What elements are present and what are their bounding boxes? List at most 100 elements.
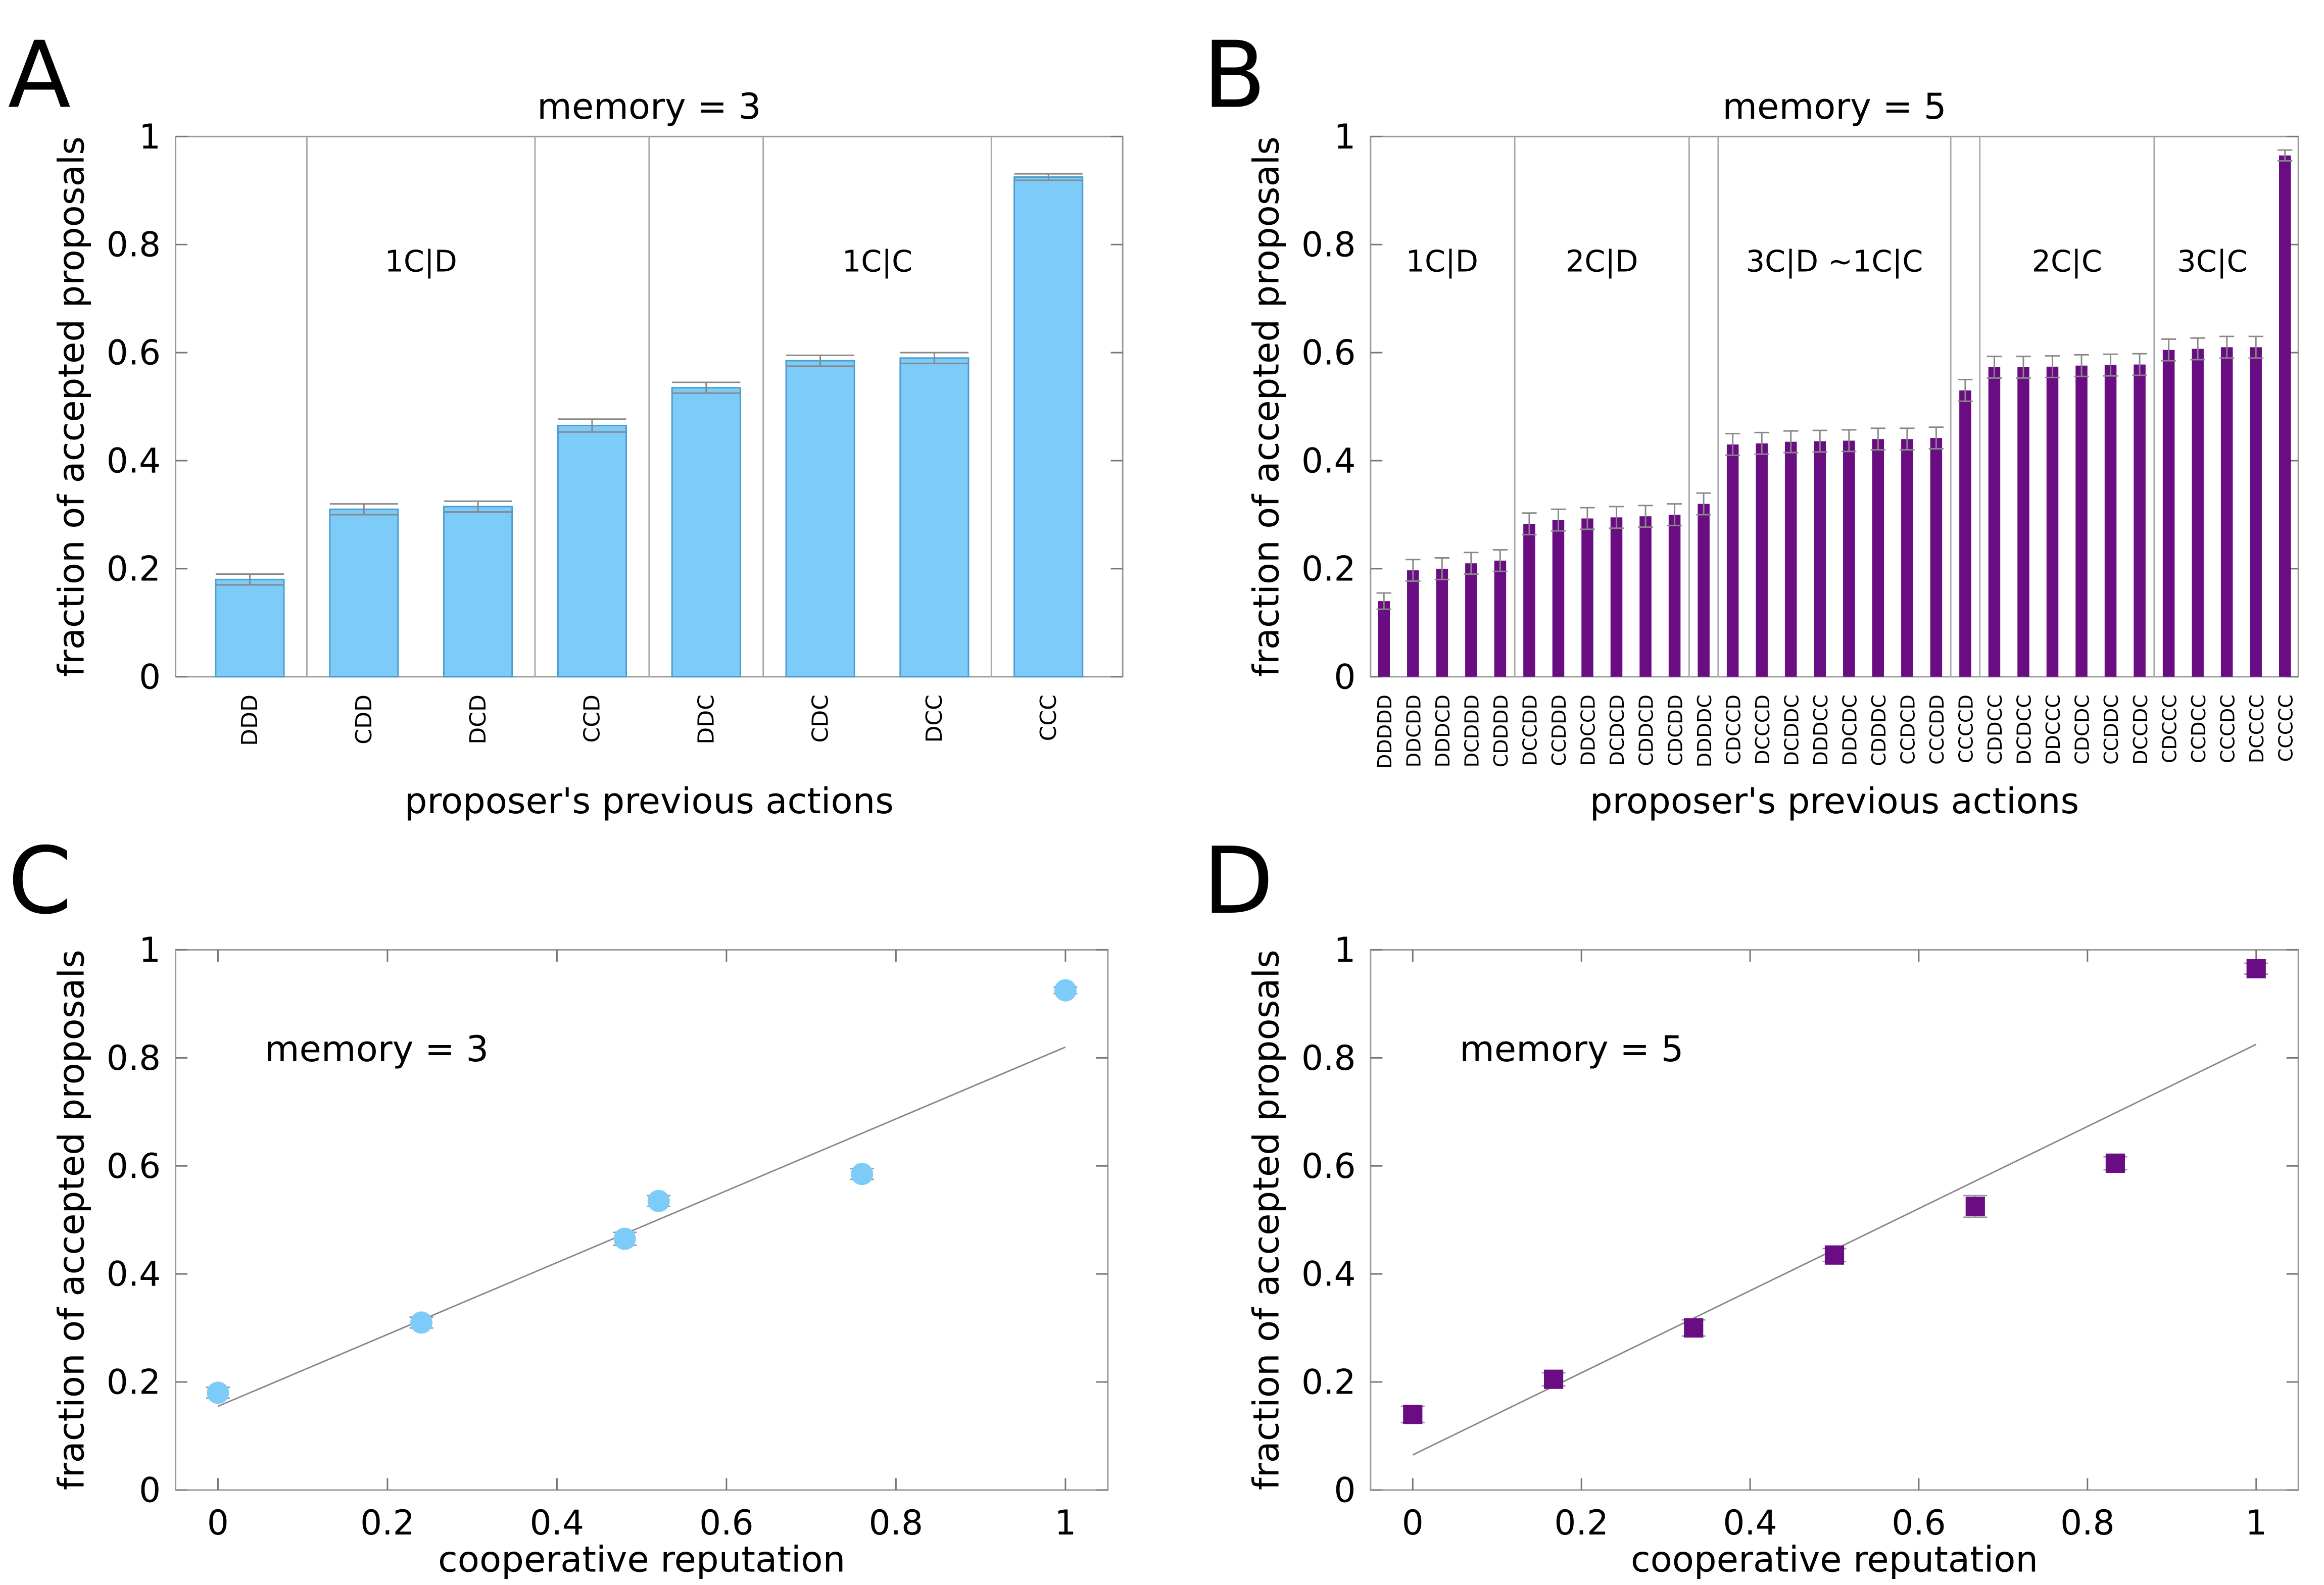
error-bar [2016,356,2031,379]
x-tick-label: DCDDC [1781,695,1803,766]
x-tick-label: 0.4 [1723,1503,1777,1543]
error-bar [1725,433,1740,456]
group-label: 1C|D [1406,244,1478,279]
x-tick-label: DCCCC [2246,695,2268,763]
error-bar [1754,431,1769,455]
y-tick-label: 1 [139,117,161,157]
y-tick-label: 0.4 [1301,1254,1355,1294]
error-bar [329,503,398,516]
y-tick-label: 0.4 [107,441,161,481]
point [1543,1369,1564,1389]
bar [2220,347,2233,677]
x-tick-label: CDCCD [1723,695,1745,765]
x-tick-label: DDC [693,695,719,745]
y-tick-label: 0.8 [107,1038,161,1078]
point [1054,979,1077,1002]
bar [1784,441,1797,677]
bar [1436,568,1448,677]
x-tick-label: CCCDD [1926,695,1949,765]
error-bar [1376,592,1391,610]
error-bar [2103,353,2118,377]
plot-frame [175,949,1109,1491]
plot-frame [1370,949,2299,1491]
bar [1930,438,1943,677]
bar [1378,601,1390,677]
bar [215,578,285,678]
x-tick-label: 0.8 [2060,1503,2114,1543]
x-tick-label: 0 [1402,1503,1424,1543]
y-tick-label: 1 [1334,117,1355,157]
bar [2134,364,2146,677]
y-tick-label: 1 [1334,930,1355,970]
bar [1581,518,1593,677]
x-tick-label: 0.4 [530,1503,584,1543]
bar [1698,504,1710,677]
y-tick-label: 0 [139,657,161,697]
x-tick-label: CDCCC [2159,695,2181,763]
error-bar [1987,356,2002,379]
x-tick-label: CCCDC [2217,695,2239,763]
fit-line [217,1046,1066,1407]
bar [1814,441,1826,677]
y-tick-label: 0.2 [107,1362,161,1402]
error-bar [1928,426,1944,450]
error-bar [1638,505,1653,528]
x-tick-label: CDCDC [2072,695,2094,765]
x-tick-label: DDDCC [1810,695,1832,766]
error-bar [1551,508,1566,532]
bar [2017,367,2029,677]
error-bar [2132,353,2147,376]
point [1403,1405,1423,1424]
x-tick-label: 0 [207,1503,229,1543]
bar [443,506,513,678]
group-label: 3C|C [2177,244,2247,279]
x-tick-label: CCDCD [1898,695,1920,765]
x-tick-label: DDDCD [1432,695,1455,767]
error-bar [2219,335,2235,359]
panel-letter: C [8,827,72,934]
point [207,1381,229,1404]
y-axis-label: fraction of accepted proposals [1246,136,1287,677]
y-tick-label: 0 [1334,657,1355,697]
bar [1552,520,1565,677]
point [1965,1197,1985,1216]
x-tick-label: DCDDD [1462,695,1484,767]
y-tick-label: 0.2 [1301,1362,1355,1402]
bar [2162,350,2175,677]
x-tick-label: DDDDC [1694,695,1716,767]
error-bar [2248,335,2263,359]
y-tick-label: 0.8 [107,225,161,265]
x-axis-label: proposer's previous actions [1590,780,2079,822]
group-label: 2C|D [1566,244,1638,279]
y-tick-label: 0 [1334,1470,1355,1510]
error-bar [1434,557,1450,580]
y-tick-label: 0.4 [107,1254,161,1294]
panel-letter: D [1203,827,1274,934]
bar [1901,439,1913,677]
x-tick-label: DCD [465,695,491,745]
error-bar [2074,354,2089,377]
y-tick-label: 0.8 [1301,1038,1355,1078]
x-tick-label: DDD [237,695,263,746]
panel-title: memory = 3 [537,86,761,127]
annotation: memory = 5 [1460,1028,1683,1070]
bar [557,425,627,678]
x-tick-label: CDDDC [1868,695,1891,766]
bar [1988,367,2001,677]
y-tick-label: 0.6 [107,1146,161,1186]
bar [1872,439,1884,677]
x-tick-label: DDCDD [1403,695,1425,767]
error-bar [1406,559,1421,582]
y-axis-label: fraction of accepted proposals [51,136,92,677]
error-bar [1522,512,1537,536]
x-tick-label: DCCCD [1752,695,1774,765]
bar [1843,440,1855,677]
group-label: 1C|D [384,244,457,279]
error-bar [2161,338,2176,362]
x-tick-label: DCDCD [1607,695,1629,766]
x-tick-label: DCC [922,695,947,742]
group-label: 2C|C [2032,244,2102,279]
y-tick-label: 0.2 [1301,549,1355,588]
x-tick-label: CCDCC [2188,695,2210,763]
